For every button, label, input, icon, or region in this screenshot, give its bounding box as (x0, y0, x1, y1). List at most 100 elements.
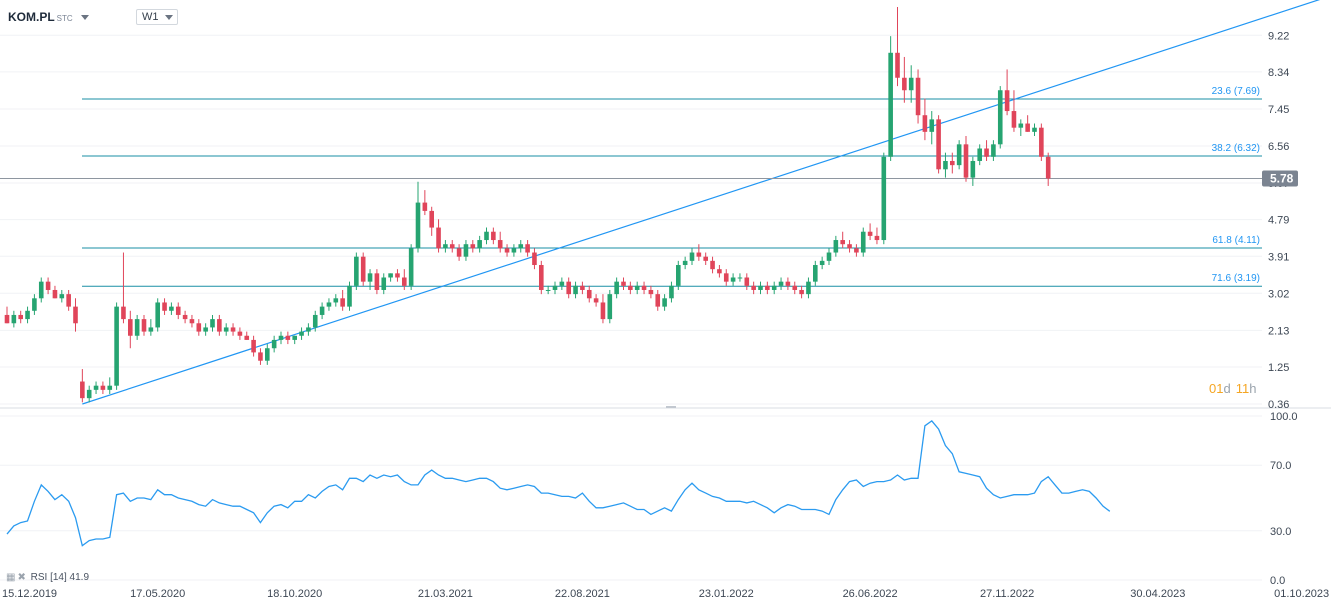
candle-body (826, 252, 832, 261)
candle-body (360, 256, 366, 282)
candle-body (80, 381, 85, 399)
candle-body (319, 306, 325, 315)
rsi-tick: 0.0 (1270, 575, 1285, 587)
candle-body (799, 289, 804, 295)
chevron-down-icon (165, 15, 173, 20)
candle-body (1004, 90, 1010, 112)
price-tick: 2.13 (1268, 325, 1289, 337)
candle-body (730, 277, 736, 282)
rsi-tick: 30.0 (1270, 526, 1291, 538)
candle-body (593, 298, 599, 303)
candle-body (669, 285, 674, 299)
candle-body (463, 244, 469, 257)
candle-body (676, 265, 681, 286)
candle-body (107, 385, 113, 390)
candle-body (908, 77, 914, 91)
candle-body (86, 389, 92, 399)
candle-body (196, 323, 202, 332)
candle-body (1032, 127, 1037, 132)
candle-body (997, 90, 1003, 145)
candle-body (11, 314, 17, 324)
timer-days: 01 (1209, 381, 1223, 396)
candle-body (758, 285, 763, 290)
candle-body (162, 302, 167, 311)
candle-body (155, 302, 160, 328)
candle-body (395, 273, 400, 278)
candle-body (648, 289, 654, 295)
price-tick: 4.79 (1268, 215, 1289, 227)
symbol-selector[interactable]: KOM.PL STC (8, 10, 89, 24)
candle-body (970, 160, 976, 178)
candle-body (230, 327, 236, 332)
date-tick: 21.03.2021 (418, 588, 473, 600)
candle-body (347, 285, 352, 307)
candle-body (217, 319, 222, 332)
candle-body (655, 294, 661, 307)
candle-body (497, 240, 503, 249)
current-price-tag: 5.78 (1262, 170, 1298, 187)
candle-body (306, 327, 311, 332)
candle-body (182, 314, 188, 320)
candle-body (573, 285, 578, 295)
price-tick: 8.34 (1268, 67, 1289, 79)
candle-body (634, 285, 640, 290)
fib-level-label: 38.2 (6.32) (1212, 143, 1260, 154)
candle-body (682, 260, 688, 266)
candle-body (223, 327, 229, 332)
candle-body (59, 294, 65, 299)
candle-body (703, 256, 708, 261)
candle-body (922, 115, 928, 132)
candle-body (929, 119, 935, 132)
candle-body (491, 231, 496, 241)
candle-body (888, 52, 893, 157)
candle-body (765, 285, 770, 290)
candle-body (819, 260, 825, 266)
candle-body (45, 281, 51, 290)
candle-body (128, 319, 133, 336)
candle-body (813, 265, 818, 282)
candle-body (477, 240, 482, 249)
candle-body (963, 144, 969, 178)
candle-body (278, 335, 284, 340)
remove-indicator-icon[interactable]: ✖ (17, 572, 26, 583)
candle-body (340, 298, 345, 307)
rsi-axis: 100.0 70.0 30.0 0.0 (1270, 411, 1298, 587)
price-tick: 3.91 (1268, 251, 1289, 263)
timeframe-value: W1 (142, 11, 159, 23)
trend-line[interactable] (82, 0, 1322, 405)
candle-body (210, 319, 215, 328)
candle-body (737, 277, 743, 279)
candle-body (189, 319, 195, 324)
candle-body (504, 248, 510, 253)
candle-body (511, 248, 517, 253)
candle-body (950, 160, 955, 166)
symbol-name: KOM.PL (8, 10, 55, 24)
candle-body (381, 277, 387, 290)
candle-body (271, 339, 277, 349)
candle-body (867, 231, 873, 236)
indicator-settings-icon[interactable]: ▦ (6, 572, 16, 583)
candle-body (991, 144, 996, 157)
symbol-suffix: STC (56, 14, 73, 23)
candle-body (148, 327, 154, 332)
candle-body (32, 298, 37, 311)
candle-body (628, 285, 633, 290)
candle-body (422, 202, 428, 211)
price-tick: 9.22 (1268, 30, 1289, 42)
rsi-line (6, 420, 1111, 547)
timeframe-select[interactable]: W1 (136, 9, 178, 25)
panel-resize-handle[interactable] (666, 406, 676, 408)
candle-body (689, 252, 695, 261)
date-tick: 22.08.2021 (555, 588, 610, 600)
candle-body (484, 231, 489, 241)
candle-body (244, 335, 250, 340)
candle-body (374, 273, 380, 290)
candle-body (525, 244, 530, 253)
price-axis: 9.228.347.456.565.674.793.913.022.131.25… (1268, 30, 1289, 411)
candle-body (641, 285, 647, 290)
candle-body (203, 327, 208, 332)
candle-body (52, 289, 58, 299)
candle-body (956, 144, 962, 166)
candle-body (251, 339, 256, 353)
